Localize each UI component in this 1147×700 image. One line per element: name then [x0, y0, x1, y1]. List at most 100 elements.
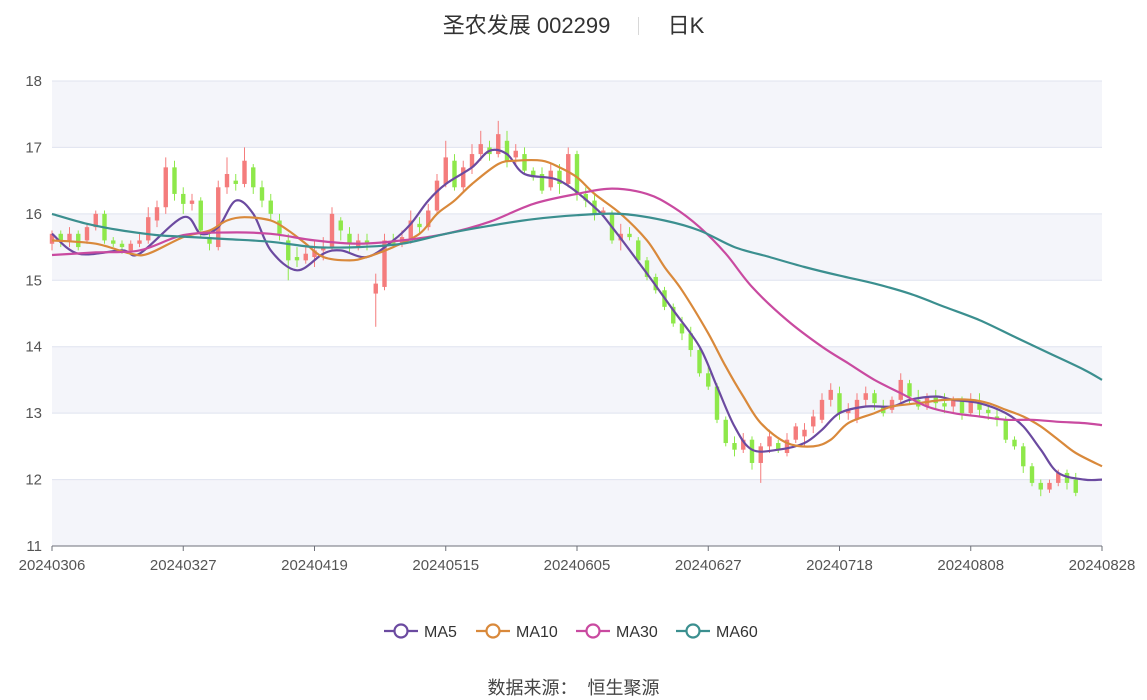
candle	[566, 147, 571, 188]
candle-body	[907, 383, 912, 397]
candle-body	[776, 443, 781, 450]
candle-body	[277, 220, 282, 234]
x-axis: 20240306 20240327 20240419 20240515 20240605…	[19, 545, 1136, 574]
candle	[644, 257, 650, 281]
candle-body	[784, 439, 790, 453]
y-tick-label: 17	[25, 139, 42, 156]
candle-body	[714, 386, 720, 420]
candle-body	[373, 283, 378, 294]
candle	[1012, 436, 1017, 450]
series-line-ma30	[51, 187, 1103, 427]
candles	[49, 120, 1078, 497]
candle	[268, 193, 273, 221]
candle-body	[1073, 479, 1078, 493]
candle	[434, 174, 440, 214]
candle-body	[128, 243, 133, 251]
candle-body	[688, 333, 693, 351]
candle	[968, 393, 973, 417]
candle	[767, 429, 772, 453]
candle	[636, 237, 641, 264]
x-tick-label: 20240808	[937, 557, 1004, 574]
candle-body	[111, 240, 116, 244]
legend-marker-icon	[393, 623, 409, 639]
candle	[653, 273, 658, 294]
candle-body	[706, 373, 711, 387]
candle-body	[504, 140, 510, 161]
candle	[539, 167, 545, 194]
candle	[172, 160, 177, 201]
candle-body	[854, 399, 860, 420]
candle-body	[207, 237, 212, 244]
y-axis: 11 12 13 14 15 16 17 18	[25, 73, 42, 555]
legend-marker-icon	[485, 623, 501, 639]
candle	[557, 164, 562, 194]
candle-body	[522, 154, 527, 171]
candle	[671, 303, 676, 327]
candle-body	[583, 193, 588, 201]
candle-body	[644, 260, 650, 277]
candle-body	[819, 399, 825, 420]
candle-body	[84, 227, 90, 241]
candle-body	[478, 144, 483, 155]
candle-body	[408, 220, 413, 241]
candle	[216, 180, 221, 251]
candle-body	[513, 150, 518, 158]
candle	[784, 433, 790, 457]
series-line-ma60	[51, 212, 1103, 381]
candle	[417, 217, 422, 234]
stock-code: 002299	[536, 13, 611, 38]
series-line-ma5	[51, 148, 1103, 482]
candle-body	[846, 409, 851, 414]
legend-marker-icon	[685, 623, 701, 639]
candle-body	[49, 233, 55, 244]
candle-body	[154, 207, 160, 221]
candle-body	[259, 187, 265, 201]
candle-body	[732, 443, 737, 450]
candle-body	[198, 200, 203, 231]
chart-title: 圣农发展 002299 日K	[0, 8, 1147, 40]
candle	[898, 373, 903, 404]
candle-body	[977, 403, 982, 410]
candle-body	[539, 174, 545, 191]
candle-body	[723, 419, 728, 444]
candle-body	[233, 180, 238, 184]
candle-body	[837, 393, 842, 414]
moving-average-lines	[51, 148, 1103, 482]
candle	[706, 366, 711, 390]
candle-body	[461, 167, 466, 188]
legend-label: MA30	[616, 624, 658, 641]
candle-body	[364, 240, 370, 244]
candle	[749, 436, 755, 470]
candle-body	[216, 187, 221, 248]
candle	[452, 154, 457, 191]
x-tick-label: 20240306	[19, 557, 86, 574]
x-tick-label: 20240327	[150, 557, 217, 574]
x-tick-label: 20240828	[1069, 557, 1136, 574]
candle	[723, 416, 728, 447]
candle-body	[329, 213, 335, 248]
candle	[347, 227, 352, 254]
candle-body	[828, 389, 833, 400]
legend-label: MA10	[516, 624, 558, 641]
candle	[732, 436, 737, 457]
candle-body	[242, 160, 247, 184]
candle	[1021, 443, 1026, 473]
candle-body	[898, 379, 903, 400]
candle-body	[137, 240, 142, 244]
candle	[303, 247, 308, 264]
candle	[312, 240, 317, 267]
y-tick-label: 11	[26, 538, 42, 555]
candle-body	[67, 233, 72, 241]
legend-item-ma5: MA5	[384, 623, 457, 641]
stock-name: 圣农发展	[442, 13, 531, 38]
candle	[977, 393, 982, 417]
source-name: 恒生聚源	[587, 678, 660, 698]
candle-body	[58, 233, 63, 241]
candle-body	[93, 213, 98, 228]
candle	[531, 167, 536, 181]
candle-body	[286, 240, 291, 261]
candle-body	[793, 426, 798, 440]
candle-body	[434, 180, 440, 211]
candle-body	[758, 446, 763, 463]
